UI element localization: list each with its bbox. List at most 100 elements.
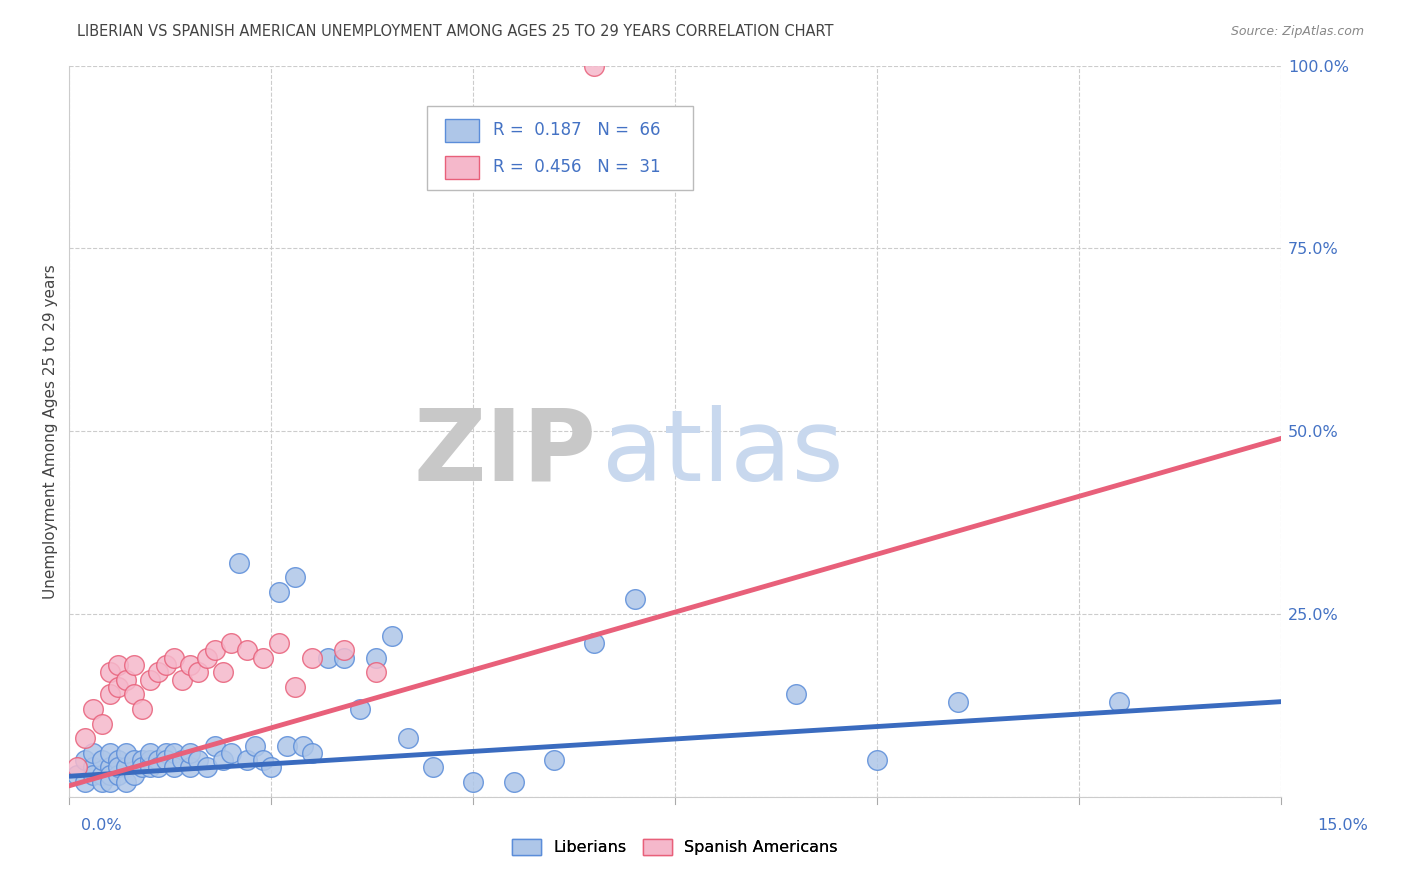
Point bbox=[236, 643, 259, 657]
Point bbox=[366, 650, 388, 665]
Point bbox=[204, 739, 226, 753]
Point bbox=[195, 650, 218, 665]
Point bbox=[131, 760, 153, 774]
Point bbox=[301, 650, 323, 665]
Point bbox=[398, 731, 420, 746]
Point bbox=[122, 753, 145, 767]
Point bbox=[502, 775, 524, 789]
Point bbox=[146, 760, 169, 774]
Point bbox=[269, 636, 291, 650]
Legend: Liberians, Spanish Americans: Liberians, Spanish Americans bbox=[506, 832, 844, 862]
Text: R =  0.456   N =  31: R = 0.456 N = 31 bbox=[494, 158, 661, 177]
Point bbox=[66, 768, 89, 782]
Point bbox=[122, 768, 145, 782]
Point bbox=[236, 753, 259, 767]
Point bbox=[381, 629, 404, 643]
Point bbox=[276, 739, 298, 753]
Point bbox=[146, 753, 169, 767]
Point bbox=[219, 636, 242, 650]
Point bbox=[146, 665, 169, 680]
Point bbox=[260, 760, 283, 774]
Point bbox=[114, 775, 136, 789]
Point bbox=[155, 753, 177, 767]
Point bbox=[292, 739, 315, 753]
Point bbox=[187, 665, 209, 680]
Point bbox=[422, 760, 444, 774]
Point bbox=[179, 760, 201, 774]
Point bbox=[139, 746, 162, 760]
Point bbox=[107, 760, 129, 774]
Point bbox=[316, 650, 339, 665]
Point bbox=[98, 746, 121, 760]
Point bbox=[90, 768, 112, 782]
Point bbox=[75, 775, 97, 789]
Point bbox=[243, 739, 266, 753]
Point bbox=[187, 753, 209, 767]
Text: R =  0.187   N =  66: R = 0.187 N = 66 bbox=[494, 121, 661, 139]
Point bbox=[98, 760, 121, 774]
Point bbox=[349, 702, 371, 716]
Point bbox=[114, 760, 136, 774]
Text: LIBERIAN VS SPANISH AMERICAN UNEMPLOYMENT AMONG AGES 25 TO 29 YEARS CORRELATION : LIBERIAN VS SPANISH AMERICAN UNEMPLOYMEN… bbox=[77, 24, 834, 38]
Point bbox=[228, 556, 250, 570]
Point bbox=[107, 753, 129, 767]
Point bbox=[82, 746, 104, 760]
Point bbox=[163, 760, 186, 774]
Point bbox=[301, 746, 323, 760]
Point bbox=[333, 643, 356, 657]
Point bbox=[946, 695, 969, 709]
Point bbox=[98, 665, 121, 680]
Point bbox=[366, 665, 388, 680]
Point bbox=[211, 665, 233, 680]
Point bbox=[461, 775, 484, 789]
Point bbox=[333, 650, 356, 665]
Point bbox=[623, 592, 645, 607]
Text: ZIP: ZIP bbox=[413, 405, 596, 501]
Point bbox=[114, 673, 136, 687]
FancyBboxPatch shape bbox=[444, 155, 479, 179]
Point bbox=[66, 760, 89, 774]
Point bbox=[252, 650, 274, 665]
Point bbox=[131, 753, 153, 767]
Text: atlas: atlas bbox=[602, 405, 844, 501]
Point bbox=[139, 753, 162, 767]
Text: 0.0%: 0.0% bbox=[82, 818, 121, 832]
FancyBboxPatch shape bbox=[426, 106, 693, 190]
Point bbox=[82, 768, 104, 782]
Point bbox=[131, 702, 153, 716]
Point bbox=[172, 673, 194, 687]
Point bbox=[122, 687, 145, 701]
Point bbox=[179, 658, 201, 673]
Point bbox=[122, 658, 145, 673]
Point bbox=[284, 570, 307, 584]
Point bbox=[211, 753, 233, 767]
Point bbox=[98, 687, 121, 701]
Point bbox=[252, 753, 274, 767]
Point bbox=[583, 59, 606, 73]
Point bbox=[107, 680, 129, 694]
Point bbox=[90, 775, 112, 789]
Point bbox=[543, 753, 565, 767]
Point bbox=[139, 760, 162, 774]
Y-axis label: Unemployment Among Ages 25 to 29 years: Unemployment Among Ages 25 to 29 years bbox=[44, 264, 58, 599]
Point bbox=[284, 680, 307, 694]
Point bbox=[785, 687, 807, 701]
Point bbox=[82, 760, 104, 774]
Point bbox=[75, 731, 97, 746]
Point bbox=[269, 585, 291, 599]
Point bbox=[179, 746, 201, 760]
Point bbox=[163, 650, 186, 665]
Point bbox=[90, 716, 112, 731]
Point bbox=[98, 775, 121, 789]
Point bbox=[1108, 695, 1130, 709]
Point bbox=[155, 746, 177, 760]
Point bbox=[204, 643, 226, 657]
Point bbox=[90, 753, 112, 767]
Text: Source: ZipAtlas.com: Source: ZipAtlas.com bbox=[1230, 25, 1364, 37]
Point bbox=[583, 636, 606, 650]
Point bbox=[163, 746, 186, 760]
Point bbox=[107, 658, 129, 673]
Text: 15.0%: 15.0% bbox=[1317, 818, 1368, 832]
Point bbox=[866, 753, 889, 767]
Point bbox=[139, 673, 162, 687]
